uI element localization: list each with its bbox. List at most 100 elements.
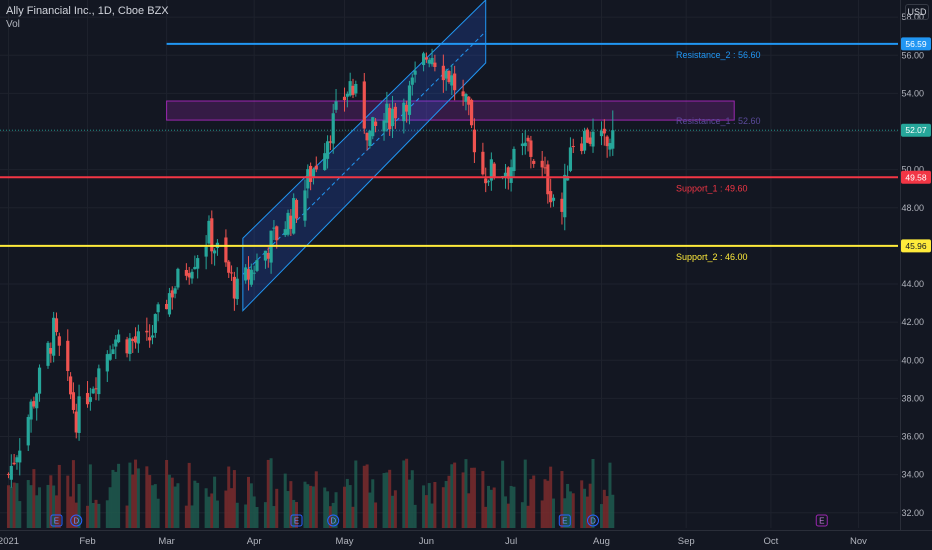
dividend-marker [70, 514, 83, 527]
candle-body [294, 200, 299, 219]
candle-body [6, 473, 11, 475]
candle [611, 110, 615, 156]
resistance-1-zone [166, 100, 735, 121]
support-1-price-tag-text: 49.58 [905, 172, 927, 182]
candle [173, 285, 177, 299]
volume-bar [532, 475, 536, 528]
candle-body [450, 75, 454, 86]
candle-body [244, 267, 248, 281]
candle-body [424, 57, 429, 60]
volume-bar [49, 475, 53, 528]
volume-bar [323, 487, 327, 528]
volume-bar [529, 479, 533, 528]
candle-body [303, 190, 307, 221]
candle [362, 72, 366, 134]
candle-body [117, 334, 121, 343]
y-tick-label: 32.00 [901, 508, 924, 518]
candle [532, 158, 536, 168]
candle-body [18, 450, 22, 463]
candle-body [362, 81, 366, 129]
candle-body [481, 151, 485, 175]
volume-label: Vol [6, 19, 20, 30]
candle [229, 265, 234, 281]
candle [286, 209, 290, 237]
volume-bar [551, 498, 555, 528]
candle [523, 130, 527, 155]
volume-bar [117, 463, 121, 528]
candle-body [568, 147, 573, 171]
y-tick-label: 34.00 [901, 470, 924, 480]
candle [272, 220, 276, 240]
candle [345, 91, 349, 108]
x-tick-label: Jun [419, 536, 434, 547]
volume-bar [187, 462, 191, 528]
resistance-2-price-tag-text: 56.59 [905, 39, 927, 49]
candle-body [325, 141, 330, 159]
candle [49, 342, 53, 363]
candle-body [464, 94, 468, 102]
volume-bar [309, 485, 313, 528]
volume-bar [145, 466, 149, 528]
candle-body [227, 261, 231, 273]
candle-body [509, 167, 513, 183]
candle-body [190, 271, 194, 279]
candle-body [213, 250, 217, 254]
candle-body [402, 102, 406, 122]
candle [167, 287, 172, 317]
volume-bar [560, 471, 564, 528]
candle [588, 131, 592, 147]
candle-body [506, 167, 510, 179]
volume-bar [213, 476, 217, 528]
candle [520, 132, 525, 156]
candle [32, 396, 36, 409]
candle [481, 142, 485, 176]
volume-bar [249, 483, 253, 528]
candle-body [447, 70, 451, 83]
volume-bar [461, 472, 465, 528]
volume-bar [286, 491, 290, 528]
volume-bar [125, 505, 129, 528]
volume-bar [15, 483, 19, 528]
x-tick-label: Sep [678, 536, 695, 547]
candle [390, 95, 395, 138]
candle-body [348, 81, 352, 96]
candle [365, 132, 369, 151]
candle [591, 118, 595, 153]
volume-bar [207, 496, 211, 528]
volume-bar [391, 495, 395, 528]
candle-body [385, 103, 389, 123]
volume-bar [430, 503, 434, 528]
volume-bar [580, 480, 584, 528]
candle [351, 78, 355, 99]
candle-body [91, 388, 95, 394]
candle-body [342, 96, 347, 101]
candle [424, 52, 429, 63]
candle [91, 386, 95, 394]
candle-body [351, 85, 355, 95]
candle [489, 152, 493, 191]
candle [66, 329, 70, 381]
candle [249, 263, 253, 287]
support-2-label: Support_2 : 46.00 [676, 252, 748, 262]
volume-bar [150, 485, 154, 528]
candle [410, 73, 414, 96]
volume-bar [29, 485, 33, 528]
candle [373, 118, 378, 133]
support-2-price-tag-text: 45.96 [905, 241, 927, 251]
candle [227, 259, 231, 278]
candle-body [503, 172, 508, 178]
candle [444, 68, 448, 91]
currency-button[interactable]: USD [905, 4, 929, 20]
earnings-marker-label: E [562, 517, 567, 526]
volume-bar [422, 485, 426, 528]
volume-bar [69, 496, 73, 528]
candle [117, 329, 121, 344]
candle [153, 313, 157, 338]
candle [35, 392, 39, 421]
candle-body [421, 53, 426, 66]
candle-body [170, 290, 174, 298]
candle [18, 438, 22, 476]
candle-body [467, 96, 471, 105]
candle [551, 194, 556, 207]
